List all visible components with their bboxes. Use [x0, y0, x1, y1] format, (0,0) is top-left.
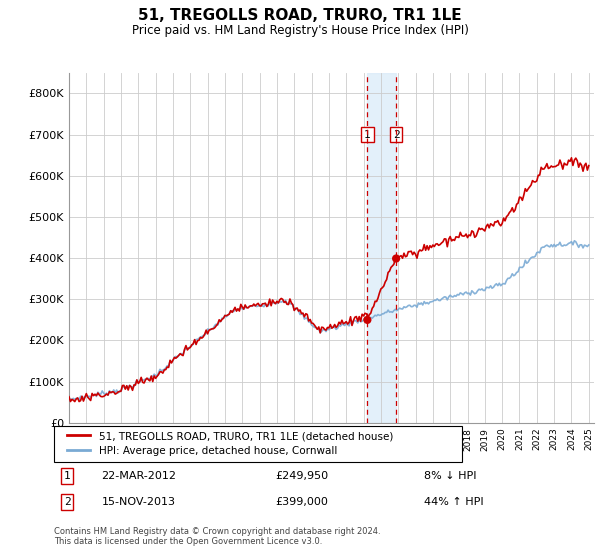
Text: 2: 2	[393, 129, 400, 139]
Text: Price paid vs. HM Land Registry's House Price Index (HPI): Price paid vs. HM Land Registry's House …	[131, 24, 469, 36]
Legend: 51, TREGOLLS ROAD, TRURO, TR1 1LE (detached house), HPI: Average price, detached: 51, TREGOLLS ROAD, TRURO, TR1 1LE (detac…	[63, 427, 397, 460]
Point	[391, 254, 401, 263]
Text: £399,000: £399,000	[276, 497, 329, 507]
Point	[362, 315, 372, 324]
Text: Contains HM Land Registry data © Crown copyright and database right 2024.
This d: Contains HM Land Registry data © Crown c…	[54, 526, 380, 546]
Text: 51, TREGOLLS ROAD, TRURO, TR1 1LE: 51, TREGOLLS ROAD, TRURO, TR1 1LE	[138, 8, 462, 24]
Bar	[367, 73, 396, 423]
Text: £249,950: £249,950	[276, 471, 329, 481]
Text: 8% ↓ HPI: 8% ↓ HPI	[424, 471, 476, 481]
Text: 1: 1	[64, 471, 71, 481]
Text: 2: 2	[64, 497, 71, 507]
FancyBboxPatch shape	[54, 426, 462, 462]
Text: 22-MAR-2012: 22-MAR-2012	[101, 471, 176, 481]
Text: 15-NOV-2013: 15-NOV-2013	[101, 497, 176, 507]
Text: 1: 1	[364, 129, 371, 139]
Text: 44% ↑ HPI: 44% ↑ HPI	[424, 497, 483, 507]
